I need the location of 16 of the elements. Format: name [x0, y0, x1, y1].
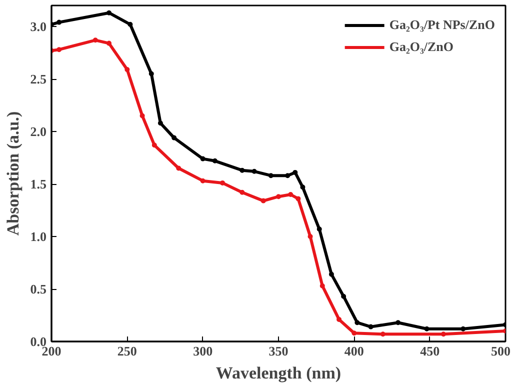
x-tick-label: 350 — [268, 344, 288, 358]
x-tick-label: 400 — [344, 344, 364, 358]
y-tick-label: 1.0 — [30, 229, 46, 244]
y-tick-label: 2.5 — [30, 72, 47, 86]
x-axis-title: Wavelength (nm) — [216, 364, 342, 382]
y-tick-label: 0.5 — [30, 282, 47, 296]
y-axis-title: Absorption (a.u.) — [3, 111, 22, 236]
y-tick-label: 1.5 — [30, 176, 47, 192]
x-tick-label: 450 — [420, 344, 440, 358]
x-tick-label: 250 — [117, 344, 137, 358]
y-tick-label: 3.0 — [30, 19, 46, 34]
legend-label: Ga₂O₃/ZnO — [389, 39, 454, 55]
legend-label: Ga₂O₃/Pt NPs/ZnO — [389, 17, 495, 33]
y-tick-label: 2.0 — [30, 124, 46, 139]
x-tick-label: 500 — [491, 344, 510, 358]
x-tick-label: 300 — [193, 344, 213, 358]
